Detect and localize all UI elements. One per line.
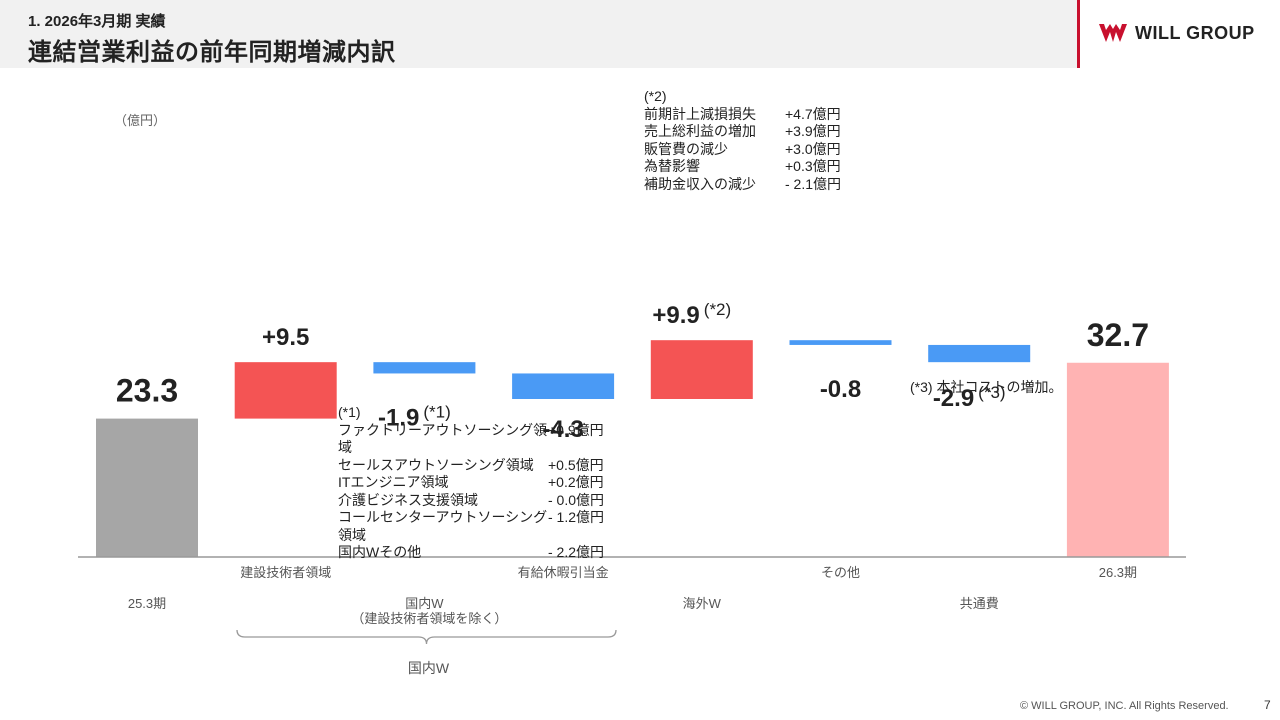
page-number: 7 (1264, 698, 1271, 712)
group-label-domestic: 国内W (405, 596, 444, 611)
note-2: (*2) 前期計上減損損失 +4.7億円売上総利益の増加 +3.9億円販管費の減少 +… (644, 88, 841, 193)
note-1-row: ファクトリーアウトソーシング領域 +0.9億円 (338, 422, 604, 457)
brace-label: 国内W (408, 660, 450, 676)
category-label-end: 26.3期 (1099, 565, 1137, 580)
category-label-paid-leave: 有給休暇引当金 (518, 565, 609, 580)
note-1-row: 介護ビジネス支援領域 - 0.0億円 (338, 492, 604, 510)
bar-construction (234, 362, 337, 419)
logo-text: WILL GROUP (1135, 22, 1255, 43)
note-2-row: 売上総利益の増加 +3.9億円 (644, 123, 841, 141)
note-2-row: 補助金収入の減少 - 2.1億円 (644, 176, 841, 194)
note-1-row-value: +0.9億円 (548, 421, 604, 438)
section-kicker: 1. 2026年3月期 実績 (28, 13, 166, 30)
category-label-construction: 建設技術者領域 (240, 565, 331, 580)
bar-end (1066, 362, 1169, 557)
value-label-paid-leave: -4.3 (542, 416, 583, 443)
value-ref-common: (*3) (978, 383, 1005, 402)
note-1-row-value: +0.2億円 (548, 474, 604, 490)
group-label-overseas: 海外W (683, 596, 722, 611)
page-title: 連結営業利益の前年同期増減内訳 (28, 39, 396, 66)
value-label-domestic: -1.9 (*1) (378, 402, 451, 431)
group-label-start: 25.3期 (128, 596, 166, 611)
note-1-head: (*1) (338, 404, 361, 420)
note-1: (*1) ファクトリーアウトソーシング領域 +0.9億円 セールスアウトソーシング領… (338, 404, 604, 562)
header-accent-rule (1077, 0, 1080, 68)
bar-domestic (373, 362, 476, 374)
value-label-end: 32.7 (1087, 317, 1149, 353)
note-1-row: ITエンジニア領域 +0.2億円 (338, 474, 604, 492)
note-1-row-value: - 2.2億円 (548, 544, 605, 560)
note-2-row-label: 販管費の減少 (644, 140, 728, 157)
note-1-row-label: コールセンターアウトソーシング領域 (338, 509, 548, 543)
note-2-row-value: +3.0億円 (785, 140, 841, 157)
value-label-start: 23.3 (116, 373, 178, 409)
bar-other (789, 340, 892, 345)
note-2-row-label: 補助金収入の減少 (644, 175, 756, 192)
note-1-row-value: +0.5億円 (548, 456, 604, 473)
bar-paid-leave (512, 373, 615, 399)
copyright: © WILL GROUP, INC. All Rights Reserved. (1020, 700, 1229, 712)
value-ref-domestic: (*1) (423, 402, 450, 421)
domestic-w-brace (236, 629, 617, 645)
note-1-row-value: - 0.0億円 (548, 491, 605, 508)
note-2-row-value: +4.7億円 (785, 105, 841, 122)
note-2-row-label: 売上総利益の増加 (644, 123, 756, 139)
value-ref-overseas: (*2) (704, 300, 731, 319)
note-1-row-label: ITエンジニア領域 (338, 474, 449, 490)
will-group-logo-icon (1099, 24, 1127, 42)
note-1-row: セールスアウトソーシング領域 +0.5億円 (338, 457, 604, 475)
value-label-other: -0.8 (820, 376, 861, 403)
company-logo: WILL GROUP (1098, 22, 1255, 44)
note-2-row-value: +3.9億円 (785, 123, 841, 139)
note-1-row: 国内Wその他 - 2.2億円 (338, 544, 604, 562)
note-2-row-label: 前期計上減損損失 (644, 105, 756, 122)
group-label-domestic-sub: （建設技術者領域を除く） (351, 611, 507, 626)
note-1-row-value: - 1.2億円 (548, 509, 605, 525)
note-2-row: 前期計上減損損失 +4.7億円 (644, 106, 841, 124)
note-1-row-label: 国内Wその他 (338, 544, 422, 560)
note-2-row: 販管費の減少 +3.0億円 (644, 141, 841, 159)
group-label-common: 共通費 (960, 596, 999, 611)
value-label-construction: +9.5 (262, 324, 309, 351)
bar-start (96, 418, 198, 557)
note-2-head: (*2) (644, 88, 667, 104)
header-band (0, 0, 1078, 68)
chart-unit-label: （億円） (114, 113, 167, 128)
note-1-row-label: 介護ビジネス支援領域 (338, 491, 478, 508)
note-1-row-label: ファクトリーアウトソーシング領域 (338, 421, 548, 456)
bar-overseas (650, 340, 753, 399)
note-2-row-value: - 2.1億円 (785, 175, 842, 192)
note-1-row-label: セールスアウトソーシング領域 (338, 456, 534, 473)
note-3: (*3) 本社コストの増加。 (910, 379, 1063, 395)
bar-common (928, 344, 1031, 363)
note-2-row-label: 為替影響 (644, 158, 700, 174)
note-2-row-value: +0.3億円 (785, 158, 841, 174)
note-2-row: 為替影響 +0.3億円 (644, 158, 841, 176)
note-1-row: コールセンターアウトソーシング領域 - 1.2億円 (338, 509, 604, 544)
category-label-other: その他 (821, 565, 860, 580)
value-label-overseas: +9.9 (*2) (652, 300, 731, 329)
